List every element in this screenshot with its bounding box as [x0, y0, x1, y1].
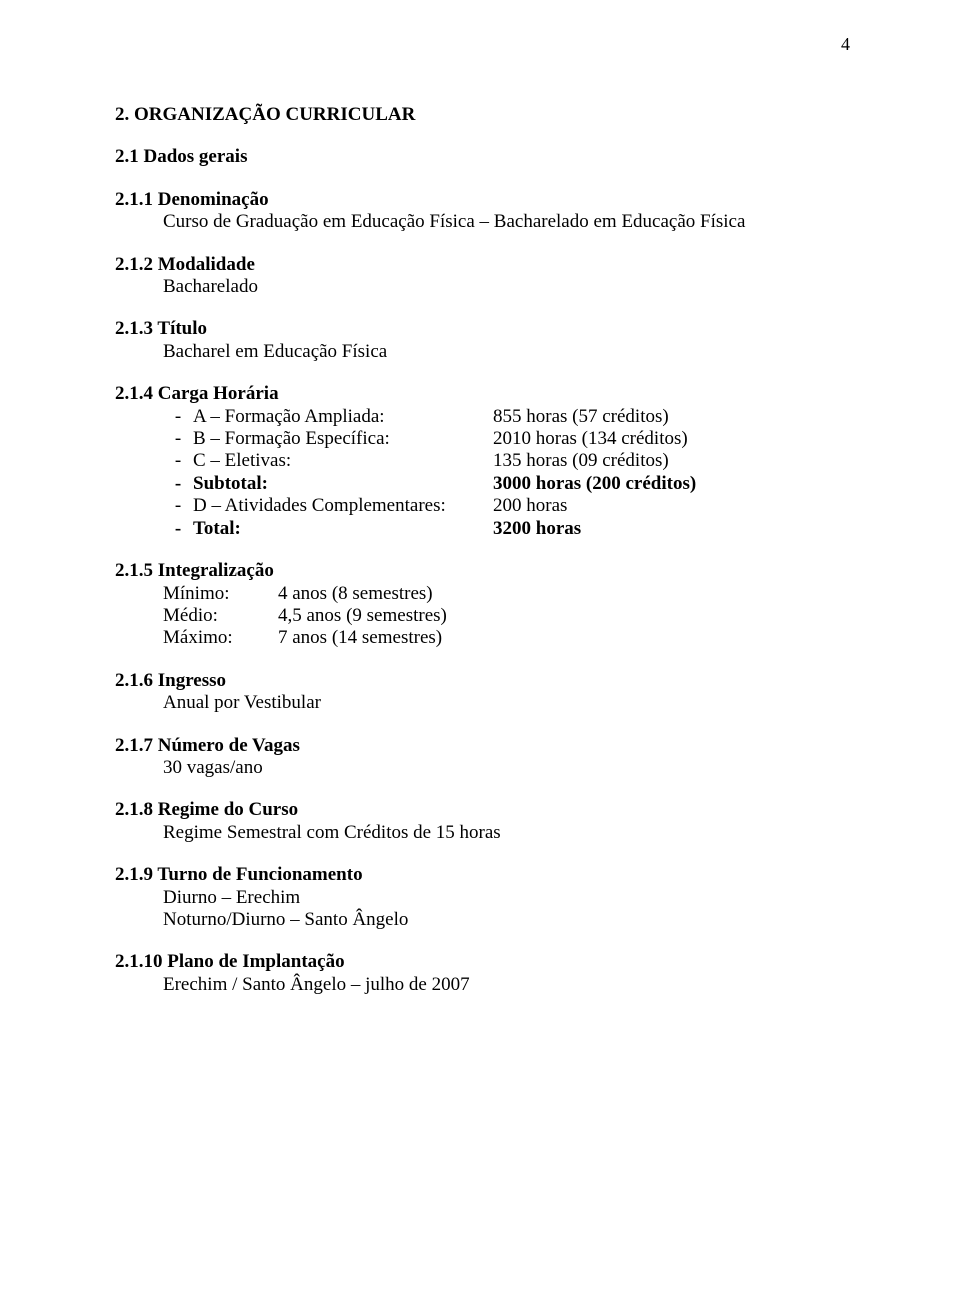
section-2-1-6-text: Anual por Vestibular	[163, 692, 845, 714]
section-2-1-7-heading: 2.1.7 Número de Vagas	[115, 735, 845, 757]
section-2-1-9-line1: Diurno – Erechim	[163, 887, 845, 909]
page: 4 2. ORGANIZAÇÃO CURRICULAR 2.1 Dados ge…	[0, 0, 960, 1299]
dash-bullet: -	[163, 406, 193, 428]
list-item: - D – Atividades Complementares: 200 hor…	[163, 495, 845, 517]
integ-value: 4,5 anos (9 semestres)	[278, 605, 658, 627]
carga-label: D – Atividades Complementares:	[193, 495, 493, 517]
section-2-1-9-heading: 2.1.9 Turno de Funcionamento	[115, 864, 845, 886]
carga-label: Subtotal:	[193, 473, 493, 495]
section-2-1-2-heading: 2.1.2 Modalidade	[115, 254, 845, 276]
carga-value: 3200 horas	[493, 518, 845, 540]
dash-bullet: -	[163, 428, 193, 450]
integ-value: 7 anos (14 semestres)	[278, 627, 658, 649]
section-2-1-5-heading: 2.1.5 Integralização	[115, 560, 845, 582]
dash-bullet: -	[163, 450, 193, 472]
integ-label: Máximo:	[163, 627, 278, 649]
section-2-1-heading: 2.1 Dados gerais	[115, 146, 845, 168]
section-2-1-3-heading: 2.1.3 Título	[115, 318, 845, 340]
list-item: - C – Eletivas: 135 horas (09 créditos)	[163, 450, 845, 472]
carga-value: 855 horas (57 créditos)	[493, 406, 845, 428]
section-2-1-3-text: Bacharel em Educação Física	[163, 341, 845, 363]
section-2-1-10-text: Erechim / Santo Ângelo – julho de 2007	[163, 974, 845, 996]
carga-value: 135 horas (09 créditos)	[493, 450, 845, 472]
section-2-title: 2. ORGANIZAÇÃO CURRICULAR	[115, 104, 845, 126]
section-2-1-10-heading: 2.1.10 Plano de Implantação	[115, 951, 845, 973]
section-2-1-4-heading: 2.1.4 Carga Horária	[115, 383, 845, 405]
carga-value: 2010 horas (134 créditos)	[493, 428, 845, 450]
dash-bullet: -	[163, 473, 193, 495]
carga-value: 3000 horas (200 créditos)	[493, 473, 845, 495]
dash-bullet: -	[163, 495, 193, 517]
page-number: 4	[841, 34, 850, 55]
carga-label: C – Eletivas:	[193, 450, 493, 472]
dash-bullet: -	[163, 518, 193, 540]
section-2-1-9-line2: Noturno/Diurno – Santo Ângelo	[163, 909, 845, 931]
list-item-subtotal: - Subtotal: 3000 horas (200 créditos)	[163, 473, 845, 495]
section-2-1-8-text: Regime Semestral com Créditos de 15 hora…	[163, 822, 845, 844]
section-2-1-1-heading: 2.1.1 Denominação	[115, 189, 845, 211]
list-item: - B – Formação Específica: 2010 horas (1…	[163, 428, 845, 450]
section-2-1-6-heading: 2.1.6 Ingresso	[115, 670, 845, 692]
carga-label: Total:	[193, 518, 493, 540]
list-item: - A – Formação Ampliada: 855 horas (57 c…	[163, 406, 845, 428]
list-item: Máximo: 7 anos (14 semestres)	[163, 627, 845, 649]
section-2-1-1-text: Curso de Graduação em Educação Física – …	[163, 211, 845, 233]
carga-value: 200 horas	[493, 495, 845, 517]
list-item-total: - Total: 3200 horas	[163, 518, 845, 540]
section-2-1-8-heading: 2.1.8 Regime do Curso	[115, 799, 845, 821]
content: 2. ORGANIZAÇÃO CURRICULAR 2.1 Dados gera…	[115, 38, 845, 996]
carga-horaria-list: - A – Formação Ampliada: 855 horas (57 c…	[163, 406, 845, 540]
integ-value: 4 anos (8 semestres)	[278, 583, 658, 605]
section-2-1-2-text: Bacharelado	[163, 276, 845, 298]
list-item: Médio: 4,5 anos (9 semestres)	[163, 605, 845, 627]
carga-label: B – Formação Específica:	[193, 428, 493, 450]
section-2-1-7-text: 30 vagas/ano	[163, 757, 845, 779]
carga-label: A – Formação Ampliada:	[193, 406, 493, 428]
integ-label: Mínimo:	[163, 583, 278, 605]
list-item: Mínimo: 4 anos (8 semestres)	[163, 583, 845, 605]
integralizacao-list: Mínimo: 4 anos (8 semestres) Médio: 4,5 …	[163, 583, 845, 650]
integ-label: Médio:	[163, 605, 278, 627]
